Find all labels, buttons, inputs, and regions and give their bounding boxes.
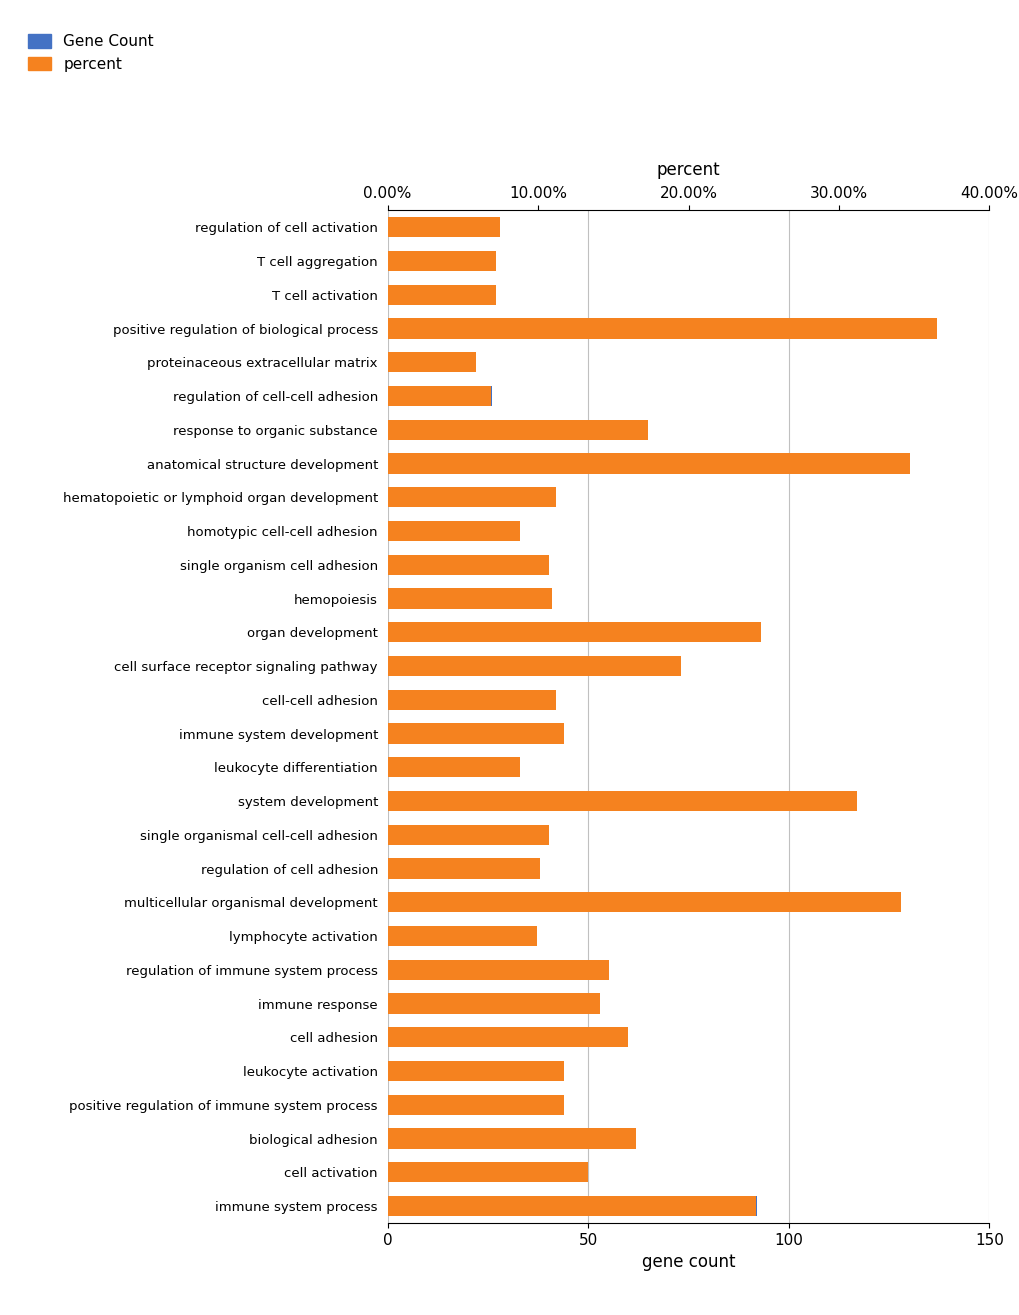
Bar <box>387 757 520 777</box>
Bar <box>387 1094 564 1115</box>
Bar <box>387 454 909 473</box>
Legend: Gene Count, percent: Gene Count, percent <box>28 34 154 72</box>
Bar <box>387 892 900 913</box>
Bar <box>387 656 680 676</box>
Bar <box>387 1027 628 1048</box>
Bar <box>387 859 539 878</box>
Bar <box>387 284 495 305</box>
Bar <box>387 555 547 575</box>
Bar <box>387 825 547 846</box>
Bar <box>387 419 647 441</box>
Bar <box>387 689 555 710</box>
Bar <box>387 723 564 744</box>
Bar <box>387 217 500 238</box>
Bar <box>387 487 555 508</box>
Bar <box>387 1128 636 1149</box>
Bar <box>387 555 548 575</box>
X-axis label: gene count: gene count <box>641 1253 735 1272</box>
Bar <box>387 318 936 339</box>
Bar <box>387 859 539 878</box>
Bar <box>387 251 495 271</box>
Bar <box>387 993 599 1014</box>
Bar <box>387 790 856 811</box>
Bar <box>387 960 608 980</box>
Bar <box>387 1061 564 1081</box>
Bar <box>387 892 900 913</box>
X-axis label: percent: percent <box>656 160 719 179</box>
Bar <box>387 454 908 473</box>
Bar <box>387 926 536 947</box>
Bar <box>387 926 536 947</box>
Bar <box>387 723 564 744</box>
Bar <box>387 1128 635 1149</box>
Bar <box>387 521 520 542</box>
Bar <box>387 419 648 441</box>
Bar <box>387 385 491 406</box>
Bar <box>387 284 495 305</box>
Bar <box>387 825 548 846</box>
Bar <box>387 622 760 643</box>
Bar <box>387 588 551 609</box>
Bar <box>387 217 499 238</box>
Bar <box>387 689 555 710</box>
Bar <box>387 1027 628 1048</box>
Bar <box>387 352 476 372</box>
Bar <box>387 1094 564 1115</box>
Bar <box>387 790 856 811</box>
Bar <box>387 487 555 508</box>
Bar <box>387 521 520 542</box>
Bar <box>387 385 491 406</box>
Bar <box>387 993 599 1014</box>
Bar <box>387 1195 755 1216</box>
Bar <box>387 656 681 676</box>
Bar <box>387 960 607 980</box>
Bar <box>387 1195 756 1216</box>
Bar <box>387 622 760 643</box>
Bar <box>387 251 495 271</box>
Bar <box>387 352 476 372</box>
Bar <box>387 1061 564 1081</box>
Bar <box>387 757 520 777</box>
Bar <box>387 1162 587 1182</box>
Bar <box>387 1162 588 1182</box>
Bar <box>387 588 551 609</box>
Bar <box>387 318 935 339</box>
